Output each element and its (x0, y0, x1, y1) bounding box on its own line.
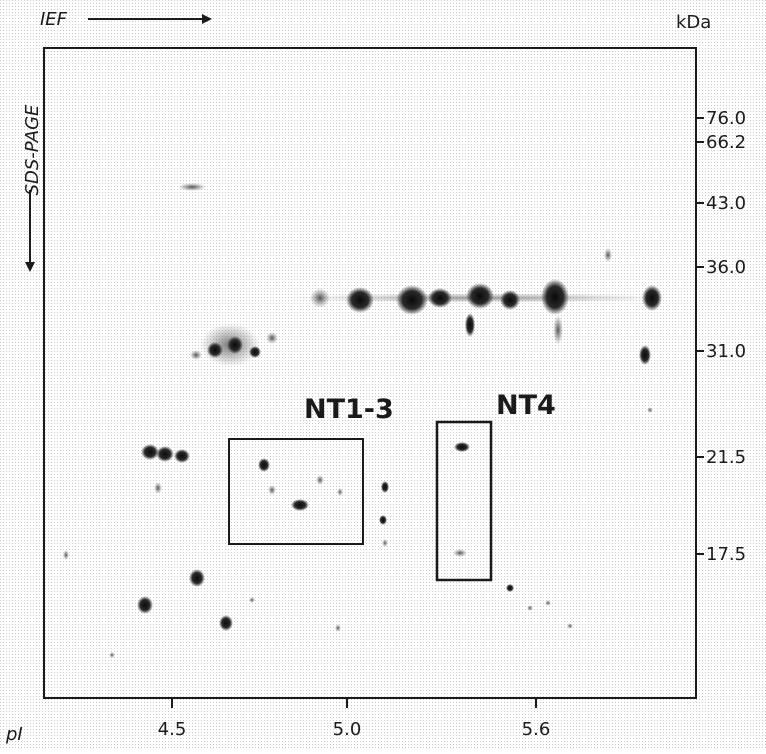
protein-spot (642, 285, 662, 311)
mw-tick-label: 43.0 (706, 193, 746, 214)
protein-spot (453, 549, 467, 557)
kda-label: kDa (676, 12, 711, 33)
protein-spot (639, 345, 651, 365)
ief-label: IEF (40, 9, 68, 30)
mw-tick-label: 17.5 (706, 544, 746, 565)
protein-spot (154, 482, 162, 494)
protein-spot (604, 248, 612, 262)
protein-spot (207, 342, 223, 358)
protein-spot (541, 279, 569, 315)
protein-spot (291, 499, 309, 511)
protein-spot (227, 336, 243, 354)
mw-tick-label: 21.5 (706, 447, 746, 468)
protein-spot (219, 615, 233, 631)
protein-spot (346, 287, 374, 313)
protein-spot (500, 290, 520, 310)
protein-spot (335, 624, 341, 632)
protein-spot (567, 623, 573, 629)
protein-spot (553, 315, 563, 345)
protein-spot (454, 442, 470, 452)
protein-spot (189, 569, 205, 587)
protein-spot (466, 283, 494, 309)
pi-tick-label: 5.0 (333, 719, 362, 740)
protein-spot (137, 596, 153, 614)
protein-spot (109, 652, 115, 658)
mw-tick-label: 76.0 (706, 108, 746, 129)
protein-spot (337, 488, 343, 496)
sds-page-label: SDS-PAGE (22, 104, 43, 195)
protein-spot (174, 449, 190, 463)
protein-spot (465, 313, 475, 337)
mw-tick-label: 31.0 (706, 341, 746, 362)
protein-spot (63, 550, 69, 560)
protein-spot (506, 584, 514, 592)
nt4-label: NT4 (496, 390, 556, 421)
protein-spot (545, 600, 551, 606)
protein-spot (258, 458, 270, 472)
protein-spot (268, 485, 276, 495)
mw-tick-label: 36.0 (706, 257, 746, 278)
protein-spot (396, 285, 428, 315)
protein-spot (527, 605, 533, 611)
protein-spot (249, 597, 255, 603)
pi-tick-label: 5.6 (522, 719, 551, 740)
protein-spot (249, 346, 261, 358)
protein-spot (156, 446, 174, 462)
protein-spot (428, 288, 452, 308)
protein-spot (266, 332, 278, 344)
pi-tick-label: 4.5 (158, 719, 187, 740)
nt1-3-label: NT1-3 (304, 394, 394, 425)
protein-spot (382, 539, 388, 547)
protein-spot (381, 481, 389, 493)
pi-label: pI (5, 724, 23, 745)
protein-spot (310, 288, 330, 308)
protein-spot (316, 475, 324, 485)
mw-tick-label: 66.2 (706, 132, 746, 153)
protein-spot (190, 350, 202, 360)
protein-spot (379, 515, 387, 525)
protein-spot (647, 407, 653, 413)
protein-spot (178, 183, 206, 191)
